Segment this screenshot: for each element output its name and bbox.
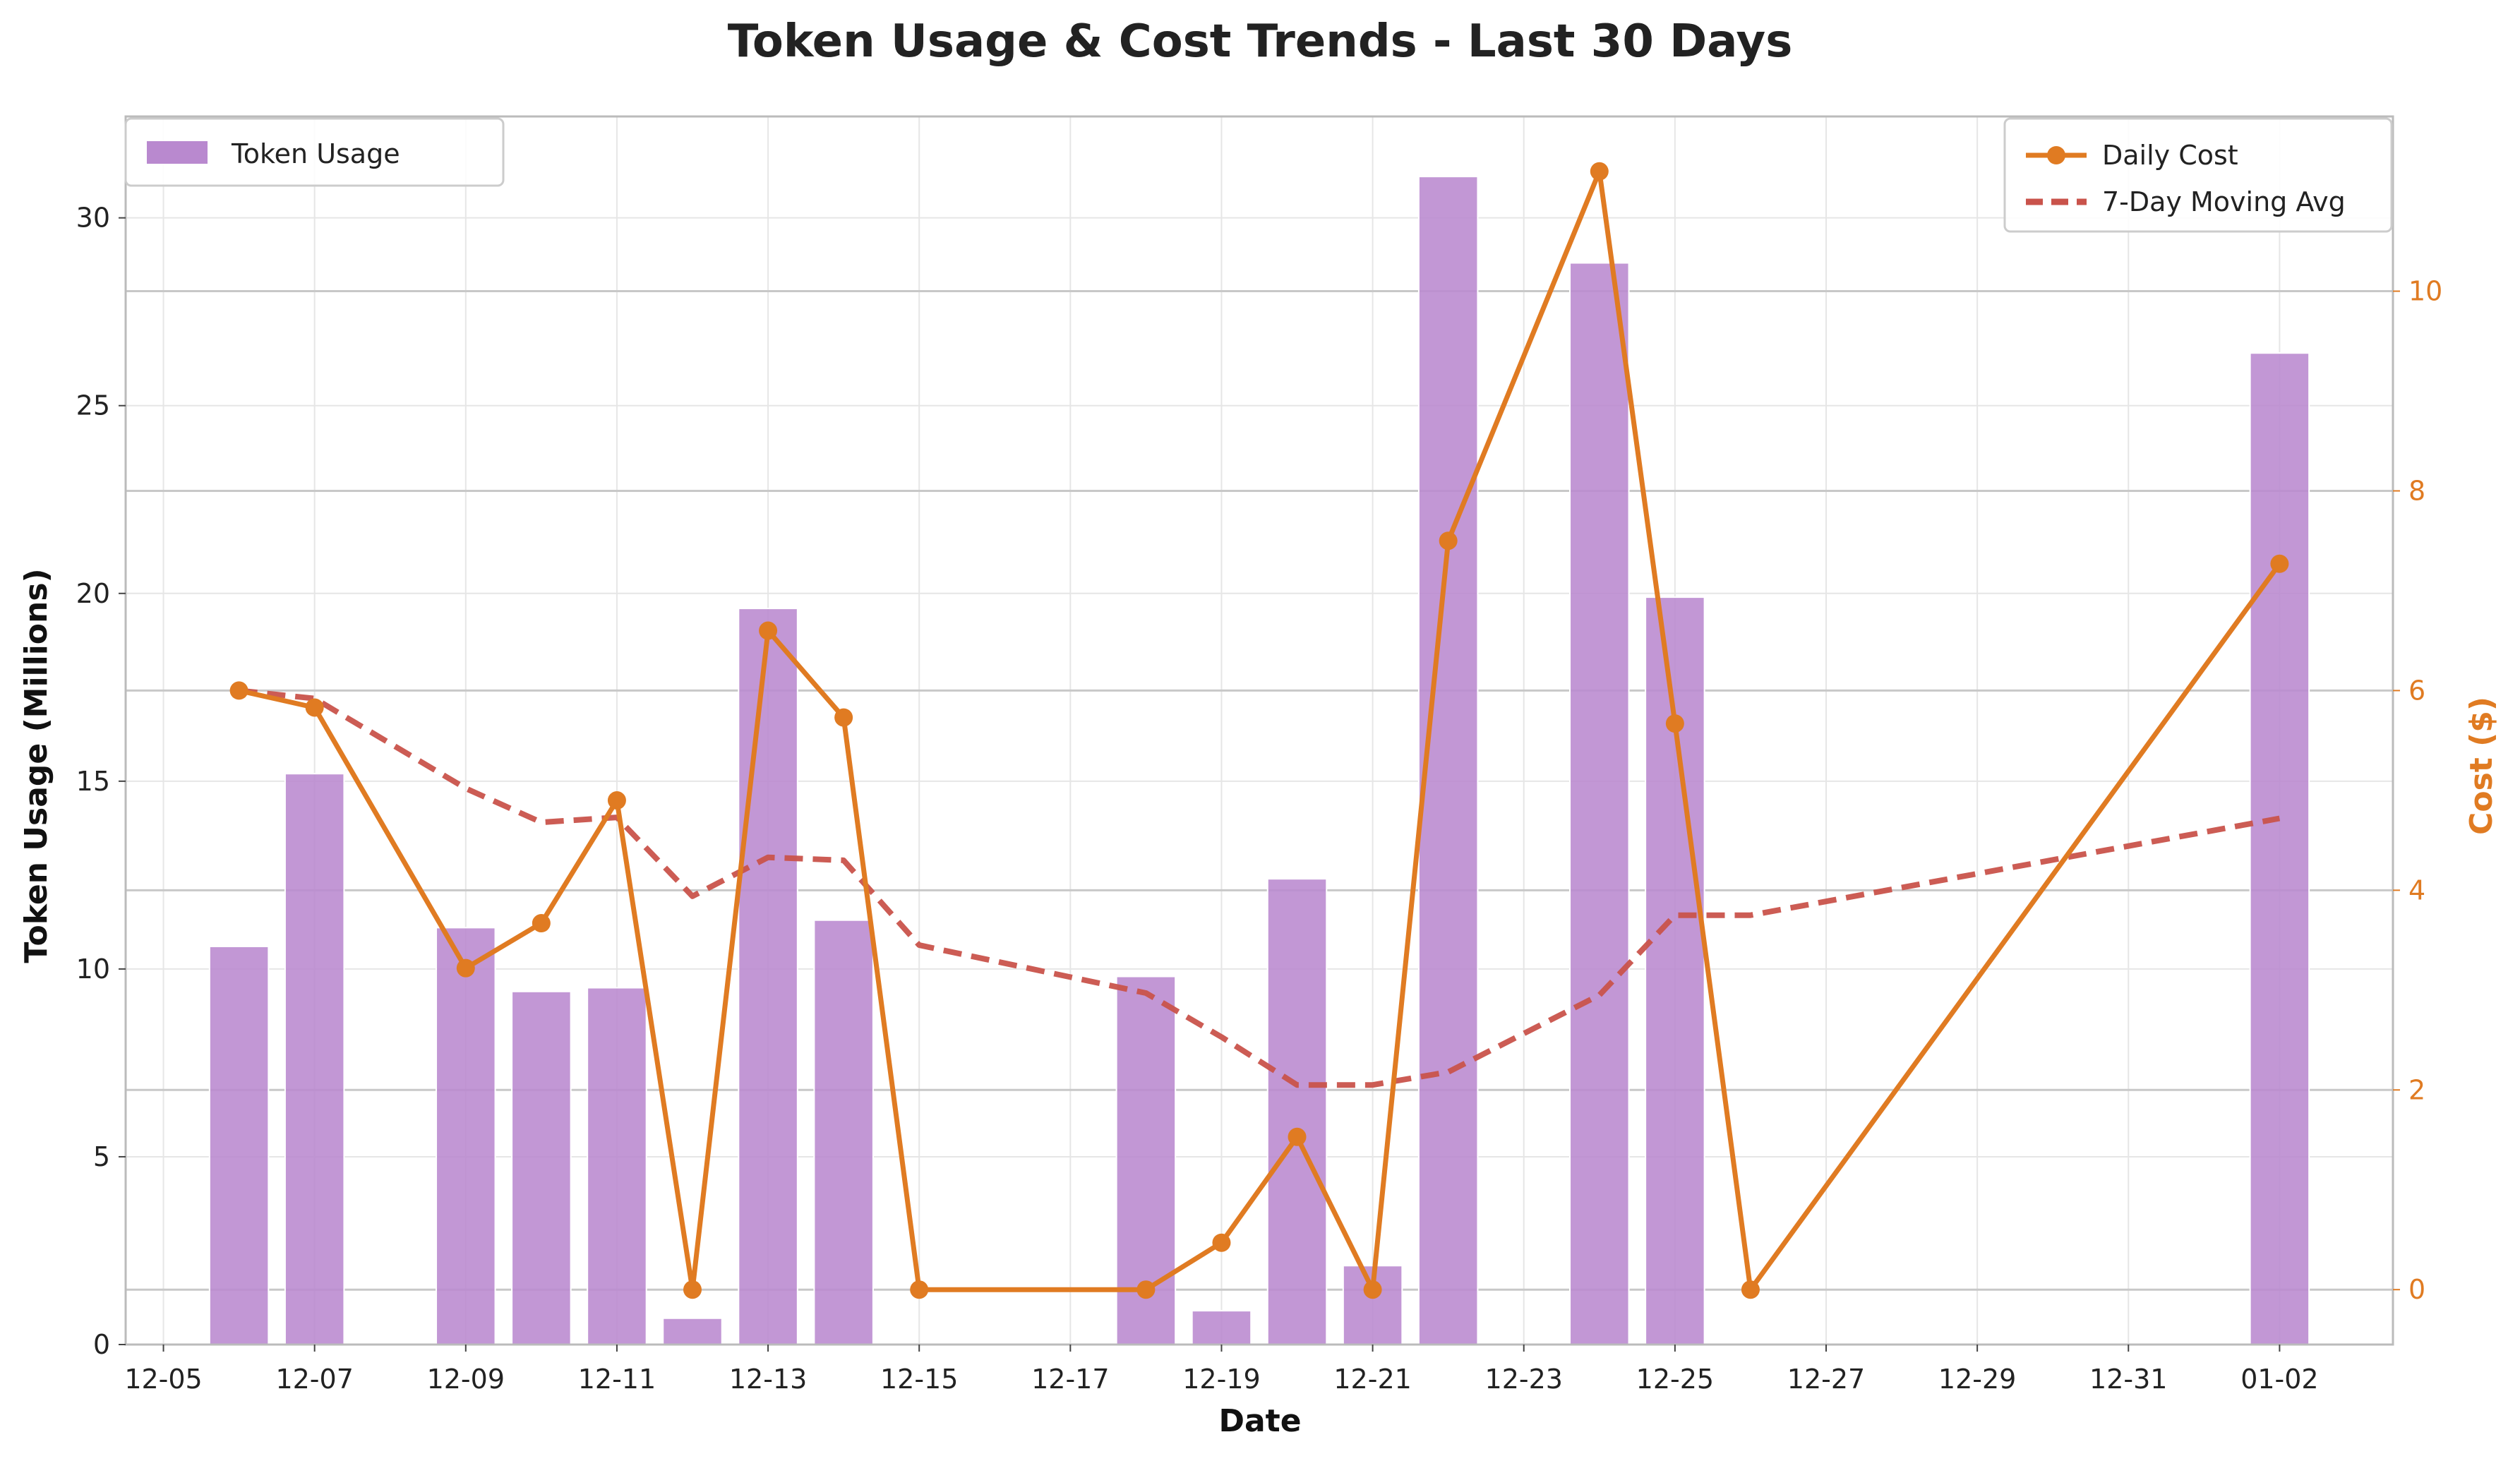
x-tick-label: 01-02 bbox=[2240, 1364, 2318, 1395]
daily-cost-marker bbox=[683, 1280, 702, 1299]
token-usage-bar bbox=[1569, 262, 1630, 1345]
ticks-layer: 12-05 12-07 12-09 12-11 12-13 12-15 12-17 12-19… bbox=[76, 203, 2443, 1395]
x-tick-label: 12-31 bbox=[2089, 1364, 2167, 1395]
legend-token-usage: Token Usage bbox=[124, 117, 505, 187]
x-tick-label: 12-21 bbox=[1333, 1364, 1411, 1395]
y-axis-title-left: Token Usage (Millions) bbox=[18, 568, 54, 963]
x-tick-label: 12-07 bbox=[275, 1364, 353, 1395]
daily-cost-marker bbox=[607, 791, 626, 810]
x-tick-label: 12-15 bbox=[880, 1364, 958, 1395]
legend-moving-avg-label: 7-Day Moving Avg bbox=[2102, 186, 2346, 217]
plot-background bbox=[126, 116, 2393, 1345]
legend-daily-cost-label: Daily Cost bbox=[2102, 140, 2238, 171]
daily-cost-marker bbox=[1741, 1280, 1760, 1299]
y-tick-label-right: 6 bbox=[2408, 675, 2425, 706]
y-tick-label-right: 2 bbox=[2408, 1074, 2425, 1105]
daily-cost-marker bbox=[1439, 531, 1458, 551]
y-tick-label-right: 8 bbox=[2408, 475, 2425, 506]
y-tick-label-left: 15 bbox=[76, 766, 110, 797]
legend-daily-cost-marker bbox=[2047, 146, 2065, 164]
daily-cost-marker bbox=[532, 914, 551, 933]
token-usage-bar bbox=[1191, 1310, 1252, 1346]
legend-cost-series: Daily Cost 7-Day Moving Avg bbox=[2003, 117, 2393, 233]
lines-layer bbox=[229, 162, 2289, 1299]
daily-cost-marker bbox=[1590, 162, 1609, 181]
token-usage-bar bbox=[1266, 878, 1328, 1345]
plot-frame bbox=[124, 115, 2394, 1346]
x-tick-label: 12-05 bbox=[124, 1364, 202, 1395]
x-tick-label: 12-23 bbox=[1485, 1364, 1563, 1395]
y-tick-label-right: 4 bbox=[2408, 874, 2425, 906]
token-usage-bar bbox=[813, 919, 874, 1345]
x-tick-label: 12-09 bbox=[427, 1364, 505, 1395]
x-tick-label: 12-29 bbox=[1938, 1364, 2016, 1395]
y-tick-label-left: 0 bbox=[93, 1329, 110, 1360]
x-tick-label: 12-17 bbox=[1031, 1364, 1109, 1395]
token-usage-bar bbox=[1417, 176, 1479, 1346]
x-tick-label: 12-19 bbox=[1182, 1364, 1260, 1395]
x-tick-label: 12-11 bbox=[578, 1364, 656, 1395]
daily-cost-marker bbox=[456, 958, 475, 978]
moving-avg-line bbox=[239, 687, 2281, 1088]
y-tick-label-right: 0 bbox=[2408, 1274, 2425, 1305]
y-tick-label-left: 5 bbox=[93, 1141, 110, 1172]
token-usage-bar bbox=[436, 927, 496, 1345]
bars-layer bbox=[208, 176, 2310, 1346]
daily-cost-marker bbox=[910, 1280, 929, 1299]
daily-cost-marker bbox=[1363, 1280, 1382, 1299]
y-tick-label-right: 10 bbox=[2408, 276, 2442, 307]
token-usage-bar bbox=[587, 987, 647, 1345]
y-tick-label-left: 25 bbox=[76, 390, 110, 421]
daily-cost-line bbox=[238, 169, 2282, 1292]
legend-bar-swatch bbox=[147, 141, 208, 164]
daily-cost-marker bbox=[1288, 1127, 1307, 1146]
daily-cost-marker bbox=[1136, 1280, 1156, 1299]
token-usage-bar bbox=[511, 990, 572, 1345]
x-axis-title: Date bbox=[1218, 1403, 1301, 1439]
y-axis-title-right: Cost ($) bbox=[2464, 697, 2500, 835]
token-usage-bar bbox=[738, 608, 798, 1345]
daily-cost-marker bbox=[229, 681, 248, 700]
legend-token-usage-label: Token Usage bbox=[231, 138, 400, 169]
token-usage-bar bbox=[208, 945, 270, 1345]
daily-cost-marker bbox=[1212, 1233, 1231, 1252]
x-tick-label: 12-25 bbox=[1636, 1364, 1714, 1395]
daily-cost-marker bbox=[834, 708, 853, 727]
token-usage-bar bbox=[662, 1317, 723, 1346]
y-tick-label-left: 10 bbox=[76, 954, 110, 985]
y-tick-label-left: 30 bbox=[76, 203, 110, 234]
daily-cost-marker bbox=[2270, 554, 2289, 573]
grid-layer bbox=[126, 116, 2393, 1345]
y-tick-label-left: 20 bbox=[76, 578, 110, 609]
chart-title: Token Usage & Cost Trends - Last 30 Days bbox=[728, 16, 1793, 68]
daily-cost-marker bbox=[305, 698, 324, 717]
token-usage-bar bbox=[2249, 352, 2310, 1345]
x-tick-label: 12-13 bbox=[729, 1364, 807, 1395]
frame-layer bbox=[124, 115, 2394, 1346]
daily-cost-marker bbox=[1665, 714, 1684, 733]
daily-cost-marker bbox=[759, 621, 778, 640]
token-usage-bar bbox=[284, 773, 345, 1345]
x-tick-label: 12-27 bbox=[1787, 1364, 1865, 1395]
